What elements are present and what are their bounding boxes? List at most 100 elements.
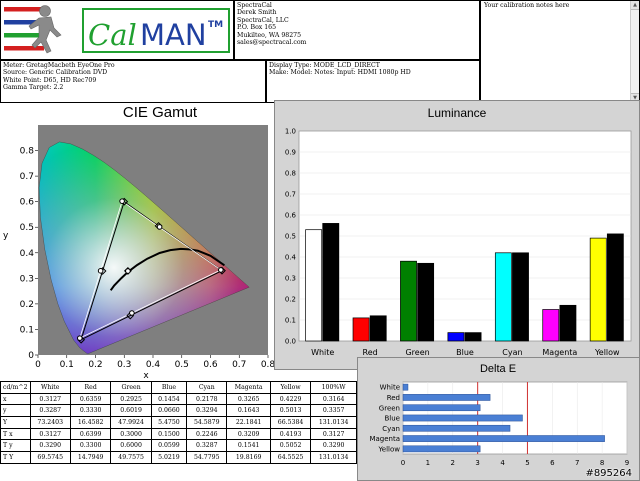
table-header: cd/m^2: [0, 381, 31, 394]
company-line: Derek Smith: [237, 9, 277, 17]
measurement-table: cd/m^2 White Red Green Blue Cyan Magenta…: [0, 381, 357, 464]
spectral-locus: [38, 141, 250, 354]
luminance-category-label: White: [311, 348, 334, 357]
luminance-bar-measured-white: [305, 229, 323, 342]
luminance-category-label: Yellow: [594, 348, 620, 357]
cie-x-tick-label: 0.1: [60, 360, 74, 370]
luminance-bar-measured-green: [400, 260, 417, 342]
luminance-bar-measured-red: [352, 317, 370, 342]
luminance-y-tick-label: 0.0: [285, 338, 296, 346]
notes-scrollbar[interactable]: ▲ ▼: [630, 1, 639, 102]
table-cell: 0.6000: [110, 439, 152, 453]
company-info: SpectraCal Derek Smith SpectraCal, LLC P…: [234, 0, 480, 60]
display-info: Display Type: MODE_LCD_DIRECT Make: Mode…: [266, 60, 480, 103]
table-row-label: T x: [0, 427, 31, 441]
luminance-y-tick-label: 0.7: [285, 191, 296, 199]
measured-point-green: [119, 198, 125, 204]
table-row: y 0.3287 0.3330 0.6019 0.0660 0.3294 0.1643 0.5…: [0, 404, 357, 418]
table-cell: 131.0134: [310, 416, 357, 429]
luminance-category-label: Red: [363, 348, 378, 357]
table-cell: 0.3164: [310, 392, 357, 406]
table-cell: 19.8169: [226, 451, 271, 464]
cie-x-tick-label: 0.3: [117, 360, 131, 370]
delta-e-x-tick-label: 0: [401, 459, 405, 467]
table-row: x 0.3127 0.6359 0.2925 0.1454 0.2178 0.3265 0.4…: [0, 392, 357, 406]
cie-x-tick-label: 0.5: [175, 360, 189, 370]
scroll-down-icon[interactable]: ▼: [631, 93, 639, 102]
table-cell: 0.2246: [186, 427, 228, 441]
display-line: Display Type: MODE_LCD_DIRECT: [269, 62, 380, 69]
table-cell: 47.9924: [110, 416, 152, 429]
table-cell: 131.0134: [310, 451, 357, 464]
table-cell: 64.5525: [269, 451, 312, 464]
delta-e-panel: Delta E 0 1 2 3 4 5 6 7 8 9 White Red Green Blue Cyan Ma…: [357, 357, 640, 481]
luminance-category-label: Cyan: [502, 348, 522, 357]
luminance-bar-target-magenta: [559, 304, 577, 342]
table-row-label: T Y: [0, 451, 31, 464]
table-row: T x 0.3127 0.6399 0.3000 0.1500 0.2246 0.3209 0…: [0, 427, 357, 441]
cie-x-tick-label: 0: [35, 360, 41, 370]
company-line: sales@spectracal.com: [237, 39, 307, 47]
table-row-label: Y: [0, 416, 31, 429]
delta-e-category-label: Magenta: [369, 435, 400, 443]
company-line: P.O. Box 165: [237, 24, 277, 32]
delta-e-chart: Delta E 0 1 2 3 4 5 6 7 8 9 White Red Green Blue Cyan Ma…: [358, 358, 639, 480]
luminance-bar-measured-cyan: [494, 252, 512, 342]
delta-e-category-label: Cyan: [382, 425, 400, 433]
cie-y-tick-label: 0.6: [20, 198, 35, 208]
table-header: Cyan: [186, 381, 228, 394]
table-cell: 0.3000: [110, 427, 152, 441]
luminance-panel: Luminance 0.0 0.1 0.2 0.3 0.4 0.5 0.6 0.7 0.8 0.9 1…: [274, 100, 640, 370]
luminance-category-label: Blue: [456, 348, 474, 357]
cie-x-tick-label: 0.8: [261, 360, 274, 370]
notes-text[interactable]: Your calibration notes here: [484, 2, 570, 9]
calibration-notes-field[interactable]: Your calibration notes here ▲ ▼: [480, 0, 640, 103]
logo-brand-cal: Cal: [88, 18, 137, 52]
table-cell: 49.7575: [110, 451, 152, 464]
table-cell: 0.3290: [29, 439, 71, 453]
cie-x-tick-label: 0.2: [88, 360, 102, 370]
luminance-y-tick-label: 0.6: [285, 212, 297, 220]
cie-x-tick-label: 0.4: [146, 360, 161, 370]
table-cell: 0.3127: [29, 427, 71, 441]
table-cell: 0.6019: [110, 404, 152, 418]
table-cell: 0.2925: [110, 392, 152, 406]
table-header: 100%W: [310, 381, 357, 394]
luminance-bar-target-red: [369, 315, 387, 342]
luminance-bar-measured-magenta: [542, 309, 560, 342]
luminance-title: Luminance: [428, 106, 487, 120]
delta-e-bar-magenta: [402, 435, 605, 442]
table-cell: 0.5052: [269, 439, 312, 453]
table-cell: 54.5879: [186, 416, 228, 429]
measured-point-blue: [77, 335, 83, 341]
delta-e-x-tick-label: 5: [525, 459, 529, 467]
table-row-label: y: [0, 404, 31, 418]
scroll-up-icon[interactable]: ▲: [631, 1, 639, 10]
delta-e-category-label: White: [380, 384, 400, 392]
table-cell: 54.7795: [186, 451, 228, 464]
delta-e-bar-yellow: [402, 445, 481, 453]
luminance-bar-target-green: [417, 262, 435, 342]
table-cell: 0.3330: [69, 404, 112, 418]
table-cell: 73.2403: [29, 416, 71, 429]
delta-e-x-tick-label: 3: [475, 459, 479, 467]
cie-y-tick-label: 0.5: [20, 223, 34, 233]
table-cell: 0.4229: [269, 392, 312, 406]
table-cell: 5.4750: [150, 416, 188, 429]
table-cell: 0.3294: [186, 404, 228, 418]
measured-point-cyan: [97, 268, 104, 274]
luminance-y-tick-label: 0.8: [285, 170, 296, 178]
delta-e-bar-white: [402, 383, 409, 391]
delta-e-x-tick-label: 4: [500, 459, 505, 467]
table-cell: 0.1500: [150, 427, 188, 441]
delta-e-bar-green: [402, 404, 481, 412]
table-header-row: cd/m^2 White Red Green Blue Cyan Magenta…: [0, 381, 357, 394]
table-cell: 0.4193: [269, 427, 312, 441]
table-cell: 0.3287: [29, 404, 71, 418]
calman-logo-graphic: Cal MAN TM: [4, 5, 230, 54]
cie-y-tick-label: 0.1: [20, 325, 34, 335]
table-cell: 69.5745: [29, 451, 71, 464]
planckian-locus: [109, 247, 225, 291]
delta-e-bar-cyan: [402, 424, 511, 432]
table-header: Red: [69, 381, 112, 394]
